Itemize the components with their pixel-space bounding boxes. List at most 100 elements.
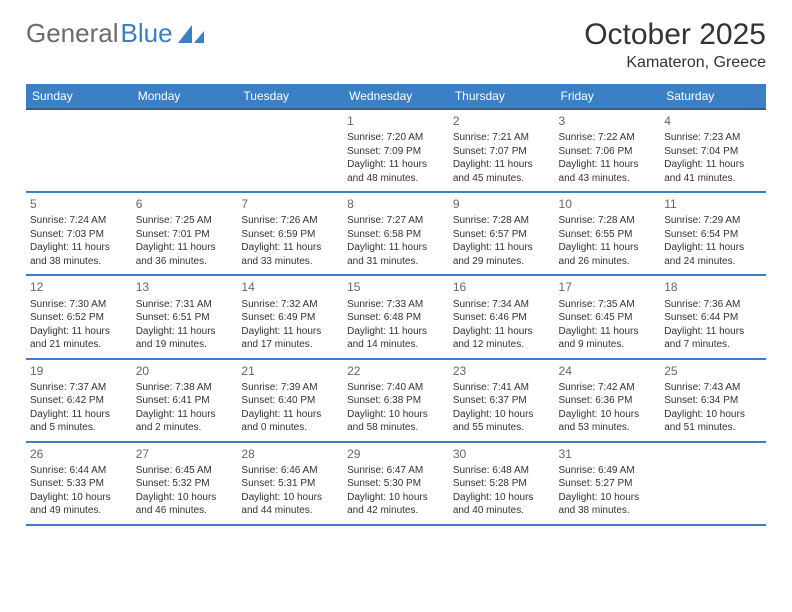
sunrise-text: Sunrise: 7:25 AM (136, 214, 234, 228)
daylight-text: Daylight: 11 hours and 12 minutes. (453, 325, 551, 352)
sunrise-text: Sunrise: 7:27 AM (347, 214, 445, 228)
sunset-text: Sunset: 7:09 PM (347, 145, 445, 159)
day-number: 23 (453, 363, 551, 379)
calendar-row: 1Sunrise: 7:20 AMSunset: 7:09 PMDaylight… (26, 109, 766, 192)
calendar-cell: 28Sunrise: 6:46 AMSunset: 5:31 PMDayligh… (237, 442, 343, 525)
sunset-text: Sunset: 6:57 PM (453, 228, 551, 242)
calendar-cell: 30Sunrise: 6:48 AMSunset: 5:28 PMDayligh… (449, 442, 555, 525)
logo-text-general: General (26, 18, 119, 49)
sunset-text: Sunset: 6:34 PM (664, 394, 762, 408)
sunrise-text: Sunrise: 7:28 AM (559, 214, 657, 228)
calendar-cell: 24Sunrise: 7:42 AMSunset: 6:36 PMDayligh… (555, 359, 661, 442)
day-header: Tuesday (237, 84, 343, 109)
day-number: 3 (559, 113, 657, 129)
day-number: 12 (30, 279, 128, 295)
daylight-text: Daylight: 10 hours and 44 minutes. (241, 491, 339, 518)
sunset-text: Sunset: 6:59 PM (241, 228, 339, 242)
sunrise-text: Sunrise: 7:35 AM (559, 298, 657, 312)
sunset-text: Sunset: 5:28 PM (453, 477, 551, 491)
sunset-text: Sunset: 7:06 PM (559, 145, 657, 159)
day-number: 27 (136, 446, 234, 462)
sunset-text: Sunset: 5:30 PM (347, 477, 445, 491)
sunset-text: Sunset: 6:51 PM (136, 311, 234, 325)
logo: GeneralBlue (26, 18, 204, 49)
day-number: 26 (30, 446, 128, 462)
month-title: October 2025 (584, 18, 766, 52)
sunset-text: Sunset: 7:01 PM (136, 228, 234, 242)
sunset-text: Sunset: 6:38 PM (347, 394, 445, 408)
day-header: Wednesday (343, 84, 449, 109)
calendar-cell: 27Sunrise: 6:45 AMSunset: 5:32 PMDayligh… (132, 442, 238, 525)
sunset-text: Sunset: 5:33 PM (30, 477, 128, 491)
daylight-text: Daylight: 11 hours and 48 minutes. (347, 158, 445, 185)
calendar-row: 5Sunrise: 7:24 AMSunset: 7:03 PMDaylight… (26, 192, 766, 275)
day-number: 8 (347, 196, 445, 212)
calendar-page: GeneralBlue October 2025 Kamateron, Gree… (0, 0, 792, 544)
day-number: 11 (664, 196, 762, 212)
calendar-cell: 31Sunrise: 6:49 AMSunset: 5:27 PMDayligh… (555, 442, 661, 525)
sunset-text: Sunset: 6:37 PM (453, 394, 551, 408)
calendar-cell: 6Sunrise: 7:25 AMSunset: 7:01 PMDaylight… (132, 192, 238, 275)
calendar-cell (660, 442, 766, 525)
day-number: 20 (136, 363, 234, 379)
location-label: Kamateron, Greece (584, 54, 766, 72)
calendar-cell: 8 Sunrise: 7:27 AMSunset: 6:58 PMDaylight… (343, 192, 449, 275)
calendar-cell: 10Sunrise: 7:28 AMSunset: 6:55 PMDayligh… (555, 192, 661, 275)
daylight-text: Daylight: 11 hours and 26 minutes. (559, 241, 657, 268)
sunset-text: Sunset: 6:45 PM (559, 311, 657, 325)
sunset-text: Sunset: 5:27 PM (559, 477, 657, 491)
sunrise-text: Sunrise: 7:41 AM (453, 381, 551, 395)
sunset-text: Sunset: 6:46 PM (453, 311, 551, 325)
day-header: Monday (132, 84, 238, 109)
logo-text-blue: Blue (121, 18, 173, 49)
day-number: 15 (347, 279, 445, 295)
sunrise-text: Sunrise: 7:26 AM (241, 214, 339, 228)
sunset-text: Sunset: 6:52 PM (30, 311, 128, 325)
daylight-text: Daylight: 10 hours and 51 minutes. (664, 408, 762, 435)
daylight-text: Daylight: 11 hours and 31 minutes. (347, 241, 445, 268)
calendar-cell: 13Sunrise: 7:31 AMSunset: 6:51 PMDayligh… (132, 275, 238, 358)
calendar-cell: 11Sunrise: 7:29 AMSunset: 6:54 PMDayligh… (660, 192, 766, 275)
daylight-text: Daylight: 11 hours and 43 minutes. (559, 158, 657, 185)
day-number: 10 (559, 196, 657, 212)
sunset-text: Sunset: 5:31 PM (241, 477, 339, 491)
day-number: 30 (453, 446, 551, 462)
daylight-text: Daylight: 11 hours and 2 minutes. (136, 408, 234, 435)
day-header: Sunday (26, 84, 132, 109)
daylight-text: Daylight: 10 hours and 38 minutes. (559, 491, 657, 518)
sunrise-text: Sunrise: 6:49 AM (559, 464, 657, 478)
calendar-cell: 25Sunrise: 7:43 AMSunset: 6:34 PMDayligh… (660, 359, 766, 442)
sunrise-text: Sunrise: 7:22 AM (559, 131, 657, 145)
calendar-cell: 9Sunrise: 7:28 AMSunset: 6:57 PMDaylight… (449, 192, 555, 275)
calendar-table: SundayMondayTuesdayWednesdayThursdayFrid… (26, 84, 766, 526)
day-number: 22 (347, 363, 445, 379)
calendar-cell: 26Sunrise: 6:44 AMSunset: 5:33 PMDayligh… (26, 442, 132, 525)
day-number: 16 (453, 279, 551, 295)
calendar-cell: 12Sunrise: 7:30 AMSunset: 6:52 PMDayligh… (26, 275, 132, 358)
sunrise-text: Sunrise: 7:38 AM (136, 381, 234, 395)
sunset-text: Sunset: 6:58 PM (347, 228, 445, 242)
calendar-cell: 19Sunrise: 7:37 AMSunset: 6:42 PMDayligh… (26, 359, 132, 442)
day-number: 19 (30, 363, 128, 379)
day-header: Thursday (449, 84, 555, 109)
sunrise-text: Sunrise: 7:24 AM (30, 214, 128, 228)
sunrise-text: Sunrise: 6:44 AM (30, 464, 128, 478)
day-number: 24 (559, 363, 657, 379)
calendar-cell: 18Sunrise: 7:36 AMSunset: 6:44 PMDayligh… (660, 275, 766, 358)
day-number: 25 (664, 363, 762, 379)
daylight-text: Daylight: 11 hours and 9 minutes. (559, 325, 657, 352)
day-number: 5 (30, 196, 128, 212)
calendar-cell: 22Sunrise: 7:40 AMSunset: 6:38 PMDayligh… (343, 359, 449, 442)
daylight-text: Daylight: 10 hours and 46 minutes. (136, 491, 234, 518)
daylight-text: Daylight: 11 hours and 17 minutes. (241, 325, 339, 352)
sunrise-text: Sunrise: 6:46 AM (241, 464, 339, 478)
day-number: 1 (347, 113, 445, 129)
daylight-text: Daylight: 11 hours and 0 minutes. (241, 408, 339, 435)
calendar-cell: 14Sunrise: 7:32 AMSunset: 6:49 PMDayligh… (237, 275, 343, 358)
calendar-row: 12Sunrise: 7:30 AMSunset: 6:52 PMDayligh… (26, 275, 766, 358)
day-header: Saturday (660, 84, 766, 109)
calendar-cell (237, 109, 343, 192)
day-number: 21 (241, 363, 339, 379)
calendar-cell: 5Sunrise: 7:24 AMSunset: 7:03 PMDaylight… (26, 192, 132, 275)
sunrise-text: Sunrise: 7:36 AM (664, 298, 762, 312)
